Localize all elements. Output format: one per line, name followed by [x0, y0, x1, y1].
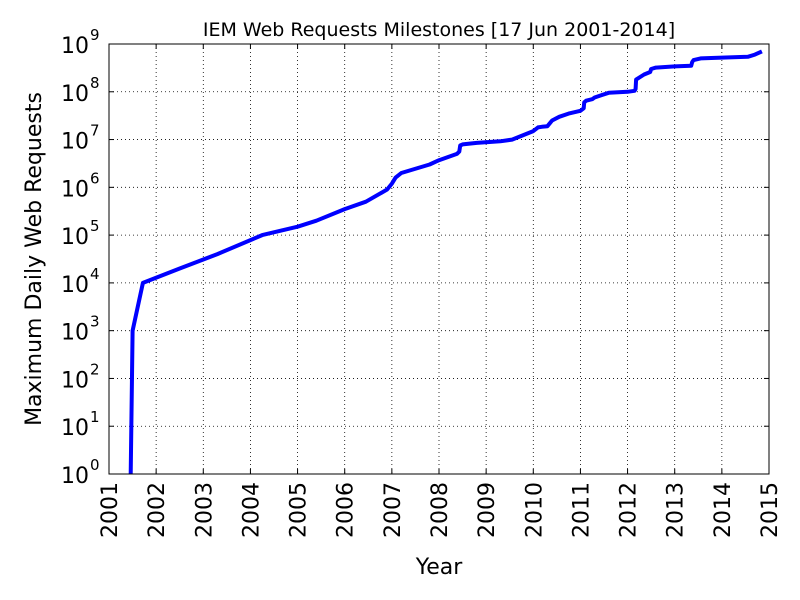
y-tick-base: 10: [61, 416, 89, 441]
x-tick-labels: 2001 2002 2003 2004 2005 2006 2007 2008 2009 2010…: [98, 482, 783, 538]
y-tick-exponent: 5: [90, 217, 100, 235]
x-tick-label-2014: 2014: [711, 482, 736, 538]
x-tick-label-2008: 2008: [428, 482, 453, 538]
x-tick-label-2002: 2002: [145, 482, 170, 538]
x-tick-label-2006: 2006: [334, 482, 359, 538]
y-tick-base: 10: [61, 130, 89, 155]
chart-title: IEM Web Requests Milestones [17 Jun 2001…: [203, 19, 675, 41]
y-tick-base: 10: [61, 368, 89, 393]
y-tick-exponent: 1: [90, 408, 100, 426]
y-tick-exponent: 8: [90, 74, 100, 92]
y-tick-exponent: 6: [90, 169, 100, 187]
x-tick-label-2005: 2005: [287, 482, 312, 538]
y-tick-label-1e0: 10 0: [61, 456, 100, 489]
x-axis-label: Year: [415, 555, 464, 580]
x-tick-label-2001: 2001: [98, 482, 123, 538]
y-tick-base: 10: [61, 321, 89, 346]
y-tick-base: 10: [61, 464, 89, 489]
x-tick-label-2011: 2011: [569, 482, 594, 538]
y-tick-exponent: 0: [90, 456, 100, 474]
y-tick-exponent: 2: [90, 360, 100, 378]
y-tick-exponent: 7: [90, 122, 100, 140]
x-tick-label-2010: 2010: [522, 482, 547, 538]
x-tick-label-2009: 2009: [475, 482, 500, 538]
x-tick-label-2013: 2013: [664, 482, 689, 538]
y-tick-label-1e6: 10 6: [61, 169, 100, 202]
y-tick-exponent: 4: [90, 265, 100, 283]
y-tick-label-1e2: 10 2: [61, 360, 100, 393]
y-tick-label-1e8: 10 8: [61, 74, 100, 107]
y-tick-base: 10: [61, 34, 89, 59]
y-tick-base: 10: [61, 273, 89, 298]
tick-marks: [108, 43, 770, 475]
y-tick-label-1e1: 10 1: [61, 408, 100, 441]
x-tick-label-2015: 2015: [758, 482, 783, 538]
x-tick-label-2012: 2012: [617, 482, 642, 538]
y-tick-exponent: 3: [90, 313, 100, 331]
y-tick-base: 10: [61, 82, 89, 107]
y-tick-base: 10: [61, 225, 89, 250]
y-tick-exponent: 9: [90, 26, 100, 44]
series-line-web-requests: [128, 49, 763, 475]
y-tick-base: 10: [61, 177, 89, 202]
x-tick-label-2003: 2003: [192, 482, 217, 538]
x-tick-label-2007: 2007: [381, 482, 406, 538]
y-tick-label-1e5: 10 5: [61, 217, 100, 250]
x-tick-label-2004: 2004: [239, 482, 264, 538]
y-tick-label-1e3: 10 3: [61, 313, 100, 346]
y-tick-label-1e7: 10 7: [61, 122, 100, 155]
y-tick-label-1e4: 10 4: [61, 265, 100, 298]
y-tick-label-1e9: 10 9: [61, 26, 100, 59]
y-axis-label: Maximum Daily Web Requests: [22, 92, 47, 426]
